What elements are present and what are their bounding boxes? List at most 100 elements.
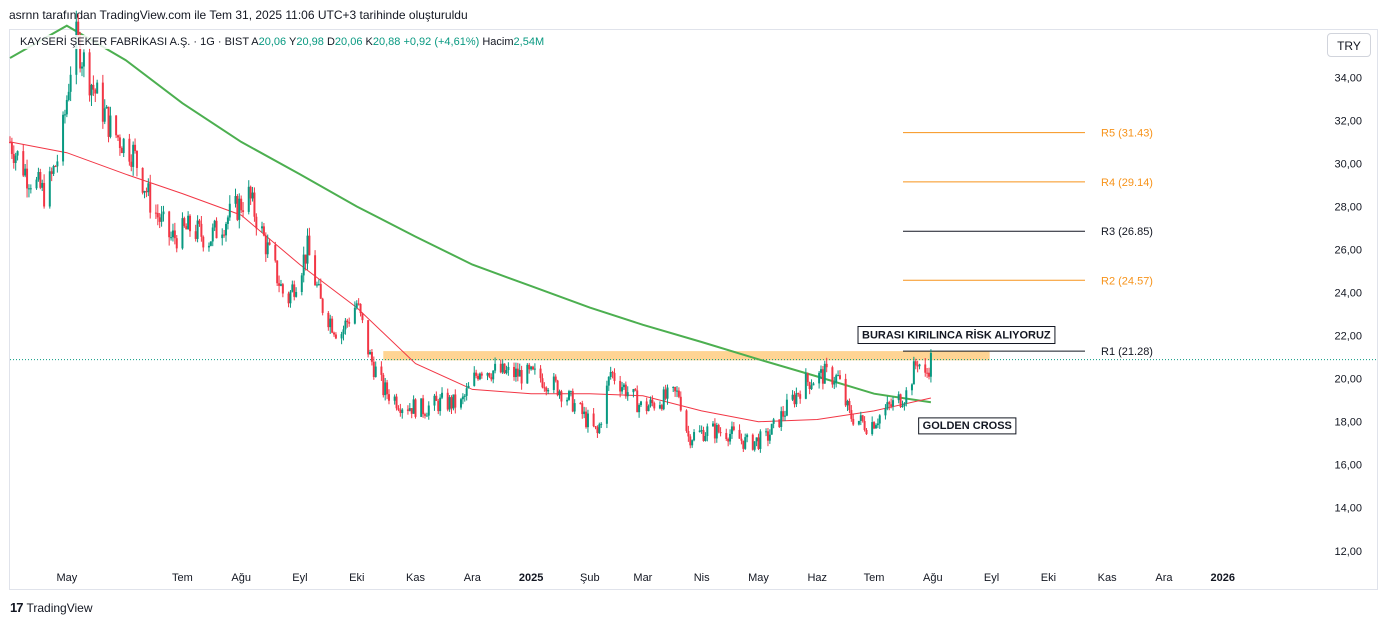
candle (806, 372, 809, 386)
candle (639, 400, 642, 407)
candle (545, 386, 548, 396)
candle-body (679, 396, 682, 411)
candle (321, 297, 324, 316)
candle-body (888, 402, 891, 405)
candle-body (22, 151, 25, 176)
candle-body (547, 389, 550, 392)
candle-body (279, 284, 282, 286)
candle (613, 368, 616, 385)
candle (905, 387, 908, 407)
candle-body (653, 403, 656, 409)
candle-body (344, 320, 347, 330)
candle-body (194, 231, 197, 239)
candle-body (583, 411, 586, 415)
candle-body (92, 84, 95, 90)
candle (65, 95, 68, 118)
candle (382, 372, 385, 398)
candle-body (490, 377, 493, 380)
candle-body (660, 405, 663, 410)
candle (410, 408, 413, 419)
candle-body (676, 390, 679, 392)
candle (314, 250, 317, 286)
candle-body (558, 391, 561, 396)
candle (571, 388, 574, 413)
candle (552, 372, 555, 394)
x-tick-label: Kas (406, 572, 425, 584)
close-label: K (365, 36, 373, 48)
candle-body (874, 425, 877, 429)
candle-body (740, 438, 743, 441)
candle (918, 363, 921, 370)
candle-body (65, 100, 68, 115)
candle (878, 414, 881, 429)
y-tick-label: 14,00 (1334, 503, 1362, 515)
candle-body (924, 364, 927, 373)
candle-body (793, 394, 796, 405)
candle (395, 393, 398, 411)
candle (242, 202, 245, 218)
candle-body (621, 387, 624, 392)
candle (427, 401, 430, 420)
candle-body (134, 144, 137, 151)
candle-body (674, 387, 677, 392)
symbol-legend: KAYSERİ ŞEKER FABRİKASI A.Ş. · 1G · BIST… (18, 35, 547, 49)
candle-body (518, 370, 521, 377)
candle (115, 115, 118, 139)
candle-body (727, 438, 730, 442)
candle-body (314, 255, 317, 286)
candle-body (107, 106, 110, 137)
candle-body (147, 183, 150, 193)
candle-body (729, 433, 732, 442)
candle-body (425, 415, 428, 417)
candle-body (730, 426, 733, 434)
candle-body (596, 427, 599, 434)
candle (674, 386, 677, 397)
candle-body (473, 372, 476, 386)
candle (757, 433, 760, 451)
candle (147, 178, 150, 197)
candle-body (412, 399, 415, 414)
candle (518, 363, 521, 377)
y-tick-label: 32,00 (1334, 115, 1362, 127)
candle-body (639, 401, 642, 406)
candle (374, 361, 377, 378)
candle (132, 141, 135, 176)
candle-body (700, 430, 703, 432)
candle-body (636, 390, 639, 413)
candle-body (820, 369, 823, 373)
candle-body (821, 369, 824, 384)
candle (465, 383, 468, 401)
change-value: +0,92 (+4,61%) (403, 36, 480, 48)
candle-body (264, 235, 267, 255)
candle (384, 377, 387, 401)
candle (928, 367, 931, 380)
candle-body (638, 405, 641, 413)
candle-body (215, 220, 218, 239)
candle (782, 405, 785, 422)
candle-body (632, 389, 635, 393)
candle-body (677, 390, 680, 397)
candle-body (560, 391, 563, 402)
candle-body (291, 284, 294, 292)
candle (348, 317, 351, 327)
candle-body (52, 166, 55, 174)
candle-body (228, 203, 231, 218)
candle-body (585, 411, 588, 428)
candle-body (162, 211, 165, 215)
candle (300, 272, 303, 296)
candle (342, 325, 345, 341)
tradingview-brand[interactable]: 17 TradingView (10, 600, 93, 615)
candle-body (846, 400, 849, 406)
candle-body (698, 430, 701, 433)
candle-body (261, 226, 264, 229)
candle-body (605, 385, 608, 424)
candle (441, 387, 444, 400)
candle (459, 397, 462, 410)
currency-button[interactable]: TRY (1327, 33, 1371, 57)
chart-frame[interactable] (9, 29, 1378, 590)
candle-body (672, 387, 675, 389)
candle (437, 398, 440, 415)
candle-body (492, 370, 495, 380)
candle-body (725, 432, 728, 439)
